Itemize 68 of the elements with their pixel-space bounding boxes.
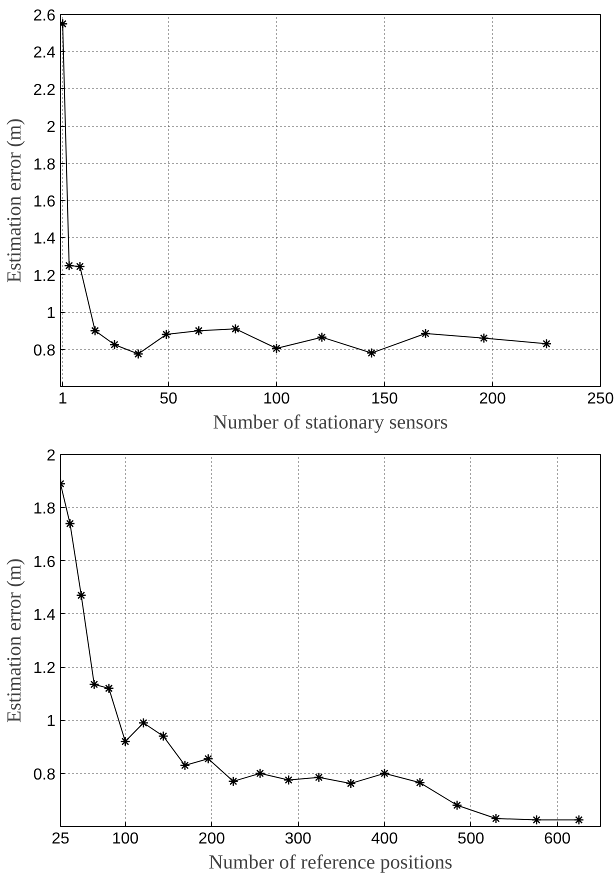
y-tick-label: 1.4	[33, 230, 56, 248]
point	[316, 332, 328, 342]
y-tick-label: 1	[46, 305, 56, 322]
point	[531, 814, 542, 826]
point	[452, 800, 462, 810]
y-axis-title: Estimation error (m)	[3, 118, 26, 283]
point	[89, 679, 100, 690]
point	[478, 332, 490, 344]
y-tick-label: 2.6	[33, 8, 56, 24]
x-tick-label: 300	[284, 830, 312, 848]
y-tick-label: 0.8	[33, 766, 56, 784]
point	[228, 776, 238, 786]
point	[76, 590, 86, 600]
y-tick-label: 1.6	[33, 554, 56, 571]
y-tick-label: 1.8	[33, 156, 56, 174]
y-tick-label: 1.4	[33, 606, 56, 624]
y-tick-label: 2	[46, 119, 56, 136]
point	[254, 768, 266, 779]
point	[574, 814, 584, 826]
point	[379, 768, 390, 779]
y-tick-label: 2.2	[33, 82, 56, 99]
point	[161, 329, 172, 340]
point	[138, 718, 149, 728]
point	[346, 778, 356, 789]
x-tick-label: 150	[371, 390, 398, 408]
point	[366, 348, 377, 358]
x-axis-title: Number of reference positions	[208, 852, 453, 874]
x-axis-title: Number of stationary sensors	[213, 412, 448, 434]
point	[194, 326, 204, 336]
x-tick-label: 1	[58, 390, 68, 408]
x-tick-label: 500	[458, 830, 484, 848]
point	[104, 683, 114, 694]
point	[120, 736, 130, 747]
point	[203, 754, 214, 764]
point	[420, 328, 431, 339]
point	[271, 343, 282, 354]
x-tick-label: 200	[198, 830, 226, 848]
point	[64, 260, 74, 271]
y-tick-label: 0.8	[33, 342, 56, 360]
point	[64, 518, 76, 529]
point	[283, 774, 294, 786]
point	[414, 778, 426, 788]
x-tick-label: 100	[112, 830, 139, 848]
y-tick-label: 1.2	[33, 660, 56, 678]
x-tick-label: 250	[587, 390, 614, 408]
point	[230, 324, 241, 334]
x-tick-label: 200	[479, 390, 506, 408]
point	[90, 326, 100, 336]
point	[314, 772, 324, 782]
x-tick-label: 100	[263, 390, 290, 408]
y-tick-label: 1.6	[33, 194, 56, 210]
y-tick-label: 1.2	[33, 268, 56, 285]
point	[109, 340, 120, 350]
point	[180, 760, 190, 771]
point	[133, 348, 144, 360]
x-tick-label: 400	[371, 830, 398, 848]
point	[541, 338, 552, 349]
x-tick-label: 600	[544, 830, 571, 848]
point	[490, 813, 502, 824]
point	[74, 261, 86, 272]
y-tick-label: 1	[46, 713, 56, 730]
y-tick-label: 2.4	[33, 44, 56, 62]
y-tick-label: 1.8	[33, 500, 56, 518]
x-tick-label: 50	[160, 390, 178, 408]
x-tick-label: 25	[52, 830, 70, 848]
y-tick-label: 2	[46, 448, 56, 464]
y-axis-title: Estimation error (m)	[3, 558, 26, 723]
point	[158, 731, 168, 742]
